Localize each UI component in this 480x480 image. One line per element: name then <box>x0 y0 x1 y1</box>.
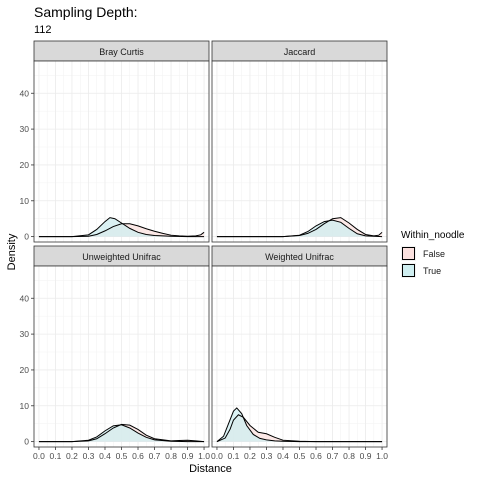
x-tick-label: 0.0 <box>211 451 223 461</box>
y-tick-label: 10 <box>20 196 30 206</box>
x-tick-label: 0.4 <box>99 451 111 461</box>
density-line-true <box>38 424 205 443</box>
panel-unweighted-unifrac: Unweighted Unifrac 0 10 20 30 40 0.0 0.1 0.2 0.3 0… <box>20 245 210 461</box>
y-tick-label: 0 <box>24 437 29 447</box>
panel-border <box>211 60 388 243</box>
density-line-true <box>216 407 383 443</box>
density-line-true <box>216 219 383 238</box>
y-tick-label: 40 <box>20 293 30 303</box>
x-tick-label: 0.2 <box>244 451 256 461</box>
x-tick-label: 1.0 <box>198 451 210 461</box>
x-tick-label: 0.2 <box>66 451 78 461</box>
y-tick-label: 0 <box>24 232 29 242</box>
y-tick-label: 30 <box>20 124 30 134</box>
x-tick-label: 0.1 <box>228 451 240 461</box>
legend-key-false <box>402 247 415 260</box>
chart-title: Sampling Depth: <box>34 4 138 20</box>
x-tick-label: 0.4 <box>277 451 289 461</box>
density-area-true <box>38 424 205 442</box>
y-tick-label: 20 <box>20 160 30 170</box>
x-tick-label: 0.8 <box>343 451 355 461</box>
x-tick-label: 0.3 <box>261 451 273 461</box>
panel-weighted-unifrac: Weighted Unifrac 0.0 0.1 0.2 0.3 0.4 0.5 0.6 0.7… <box>211 245 388 461</box>
x-tick-label: 0.6 <box>132 451 144 461</box>
x-tick-label: 1.0 <box>376 451 388 461</box>
legend-label-false: False <box>423 249 445 259</box>
density-area-true <box>38 217 205 237</box>
facet-label: Unweighted Unifrac <box>82 252 161 262</box>
legend-label-true: True <box>423 266 441 276</box>
density-line-true <box>38 217 205 238</box>
panel-border <box>33 60 210 243</box>
density-line-false <box>38 423 205 443</box>
y-tick-label: 20 <box>20 365 30 375</box>
x-tick-label: 0.9 <box>360 451 372 461</box>
legend-key-true <box>402 264 415 277</box>
panel-bray-curtis: Bray Curtis 0 10 20 30 40 <box>20 40 210 243</box>
x-tick-label: 0.9 <box>182 451 194 461</box>
density-area-false <box>216 414 383 442</box>
x-tick-label: 0.0 <box>33 451 45 461</box>
x-axis-title: Distance <box>189 463 232 475</box>
x-tick-label: 0.5 <box>116 451 128 461</box>
chart-subtitle: 112 <box>34 24 52 36</box>
x-tick-label: 0.6 <box>310 451 322 461</box>
facet-label: Bray Curtis <box>99 47 144 57</box>
y-tick-label: 10 <box>20 401 30 411</box>
facet-label: Weighted Unifrac <box>265 252 334 262</box>
legend-title: Within_noodle <box>401 230 465 241</box>
x-tick-label: 0.7 <box>149 451 161 461</box>
x-tick-label: 0.5 <box>294 451 306 461</box>
facet-label: Jaccard <box>284 47 316 57</box>
y-tick-label: 40 <box>20 88 30 98</box>
y-tick-label: 30 <box>20 329 30 339</box>
x-tick-label: 0.8 <box>165 451 177 461</box>
x-tick-label: 0.3 <box>83 451 95 461</box>
x-tick-label: 0.1 <box>50 451 62 461</box>
legend: Within_noodle False True <box>401 230 465 278</box>
x-tick-label: 0.7 <box>327 451 339 461</box>
y-axis-title: Density <box>6 233 18 270</box>
density-area-true <box>216 220 383 237</box>
panel-jaccard: Jaccard <box>211 40 388 243</box>
